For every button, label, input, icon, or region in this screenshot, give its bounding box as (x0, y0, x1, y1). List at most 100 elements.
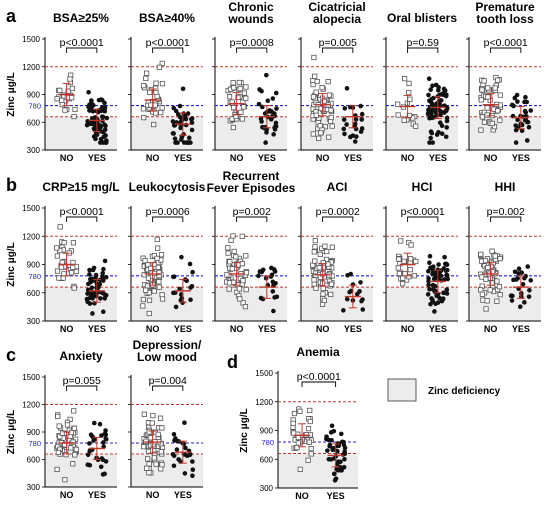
data-point-yes (171, 274, 177, 279)
data-point-no (159, 60, 165, 66)
data-point-no (482, 257, 489, 264)
data-point-yes (359, 117, 365, 122)
y-tick-label: 300 (27, 483, 41, 492)
data-point-yes (428, 129, 434, 134)
p-value: p=0.0006 (146, 206, 190, 218)
data-point-no (311, 249, 317, 255)
data-point-yes (102, 100, 107, 106)
data-point-no (224, 272, 230, 278)
data-point-no (478, 287, 484, 293)
data-point-no (59, 430, 66, 436)
data-point-no (402, 271, 408, 277)
data-point-no (225, 250, 231, 256)
data-point-no (154, 255, 160, 262)
data-point-yes (523, 94, 528, 100)
data-point-yes (189, 120, 195, 125)
data-point-yes (430, 107, 436, 113)
data-point-no (324, 248, 330, 255)
data-point-yes (99, 114, 105, 119)
data-point-yes (344, 86, 350, 91)
data-point-no (231, 85, 237, 91)
data-point-no (140, 303, 146, 309)
data-point-yes (427, 286, 432, 292)
data-point-yes (516, 266, 522, 271)
data-point-no (310, 94, 317, 100)
data-point-yes (101, 440, 106, 445)
panel-title-line2: Fever Episodes (207, 181, 296, 195)
p-value: p=0.0002 (316, 206, 360, 218)
data-point-no (400, 281, 406, 287)
data-point-no (158, 109, 164, 116)
y-tick-label: 600 (27, 456, 41, 465)
category-label-no: NO (60, 324, 74, 334)
data-point-yes (99, 456, 105, 461)
data-point-yes (100, 274, 105, 280)
significance-bracket (66, 385, 98, 391)
data-point-no (70, 461, 76, 467)
data-point-no (240, 278, 246, 284)
p-value: p=0.002 (233, 206, 271, 218)
data-point-no (321, 297, 327, 304)
data-point-yes (435, 300, 441, 305)
data-point-no (497, 292, 503, 298)
data-point-yes (103, 293, 108, 298)
data-point-yes (88, 432, 94, 438)
data-point-yes (264, 72, 269, 78)
data-point-yes (525, 119, 531, 125)
data-point-no (157, 415, 164, 421)
data-point-yes (444, 287, 450, 292)
category-label-yes: YES (88, 153, 106, 163)
data-point-no (141, 411, 147, 417)
data-point-no (307, 418, 313, 425)
data-point-yes (172, 438, 177, 443)
panel-title: BSA≥25% (53, 11, 109, 25)
data-point-yes (103, 274, 109, 280)
data-point-yes (100, 472, 106, 477)
panel-label-d: d (227, 352, 238, 372)
data-point-no (242, 304, 249, 310)
data-point-yes (348, 271, 353, 277)
data-point-no (70, 240, 76, 246)
data-point-no (290, 420, 296, 427)
significance-bracket (236, 47, 268, 53)
data-point-no (243, 95, 249, 101)
category-label-no: NO (230, 153, 244, 163)
data-point-yes (182, 471, 188, 476)
significance-bracket (236, 216, 268, 222)
data-point-yes (325, 448, 330, 453)
data-point-no (400, 275, 406, 281)
data-point-no (147, 89, 153, 96)
reference-label: 780 (28, 272, 41, 281)
data-point-yes (442, 254, 447, 260)
data-point-no (54, 96, 60, 102)
y-tick-label: 900 (27, 91, 41, 100)
data-point-yes (190, 473, 195, 478)
data-point-yes (184, 453, 190, 459)
panel-labels: a b c d (6, 6, 238, 372)
data-point-yes (528, 108, 534, 113)
y-tick-label: 900 (260, 427, 274, 436)
data-point-yes (431, 264, 436, 270)
data-point-no (62, 107, 68, 113)
data-point-no (413, 258, 419, 265)
y-tick-label: 900 (27, 261, 41, 270)
data-point-yes (97, 296, 103, 301)
panel-title: HCI (412, 180, 433, 194)
data-point-no (485, 264, 491, 271)
data-point-no (312, 73, 318, 79)
y-tick-label: 600 (27, 118, 41, 127)
data-point-yes (271, 267, 277, 272)
data-point-yes (432, 309, 437, 314)
category-label-yes: YES (88, 490, 106, 500)
data-point-no (153, 80, 159, 86)
category-label-no: NO (295, 491, 309, 501)
data-point-yes (91, 126, 97, 132)
data-point-no (72, 452, 78, 458)
data-point-yes (93, 136, 98, 142)
data-point-yes (426, 282, 431, 288)
data-point-yes (334, 466, 339, 472)
data-point-no (495, 77, 501, 83)
data-point-no (406, 90, 412, 96)
data-point-no (492, 85, 498, 91)
data-point-yes (441, 290, 446, 296)
